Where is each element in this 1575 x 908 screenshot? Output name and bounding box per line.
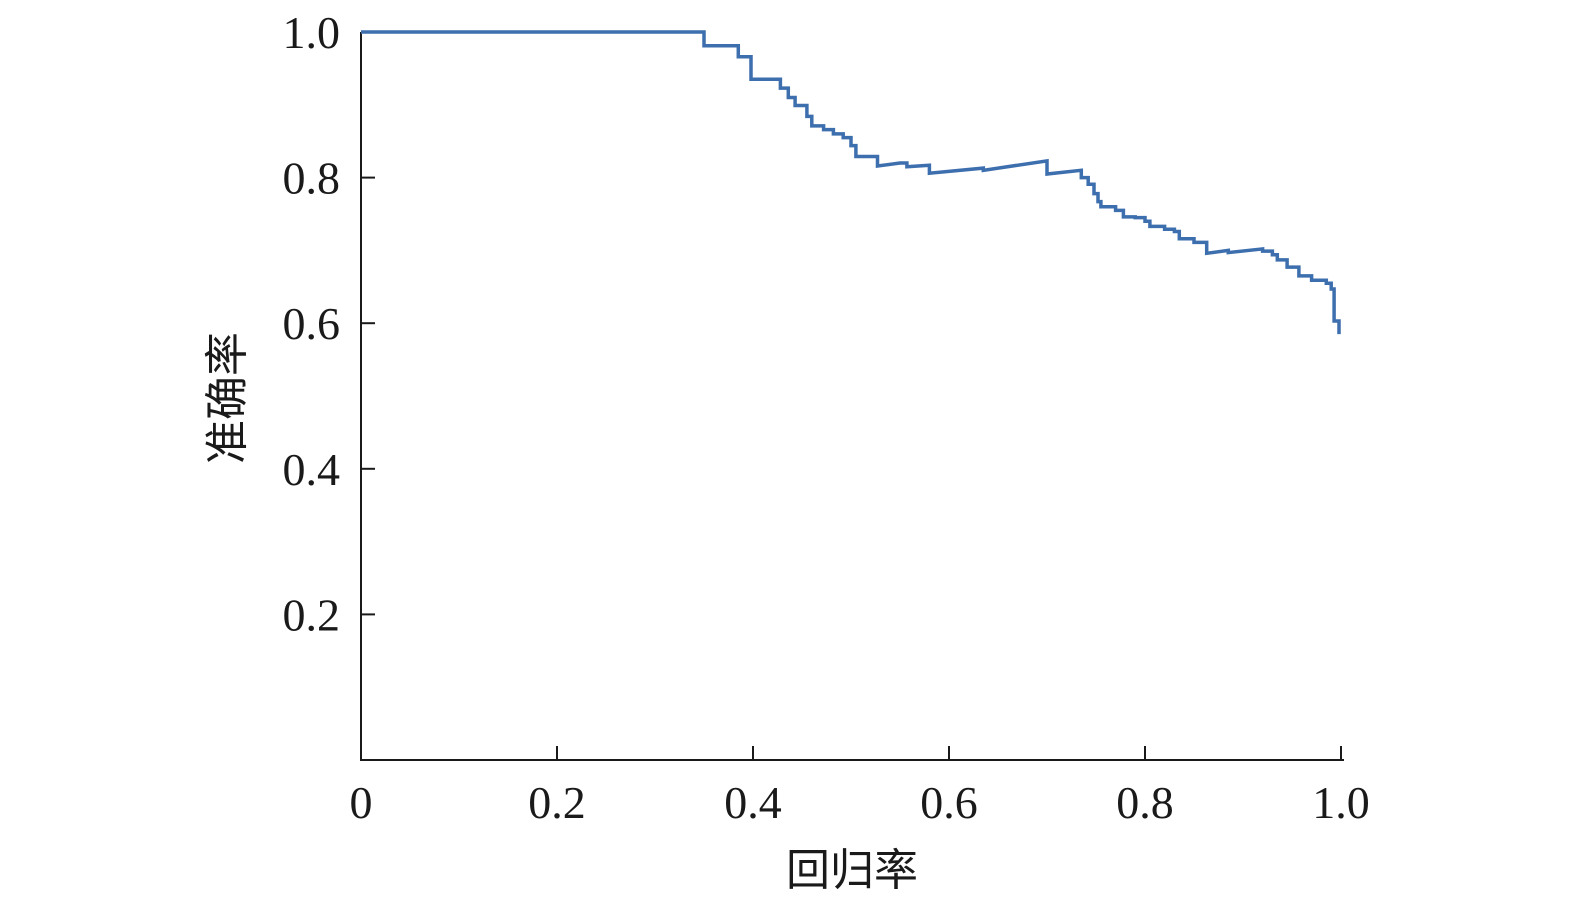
y-ticks: 0.2 0.4 0.6 0.8 1.0	[283, 7, 375, 640]
x-tick-label: 0.2	[528, 777, 586, 828]
x-axis-title: 回归率	[786, 845, 918, 896]
y-tick-label: 0.2	[283, 589, 341, 640]
x-tick-label: 0.4	[724, 777, 782, 828]
precision-recall-curve	[361, 30, 1341, 335]
y-tick-label: 0.6	[283, 298, 341, 349]
y-tick-label: 1.0	[283, 7, 341, 58]
x-ticks: 0 0.2 0.4 0.6 0.8 1.0	[350, 746, 1370, 828]
x-tick-label: 0.6	[920, 777, 978, 828]
y-tick-label: 0.4	[283, 444, 341, 495]
x-tick-label: 1.0	[1312, 777, 1370, 828]
x-tick-label: 0	[350, 777, 373, 828]
y-tick-label: 0.8	[283, 153, 341, 204]
axes	[360, 32, 1344, 761]
y-axis-title: 准确率	[202, 332, 253, 464]
x-tick-label: 0.8	[1116, 777, 1174, 828]
